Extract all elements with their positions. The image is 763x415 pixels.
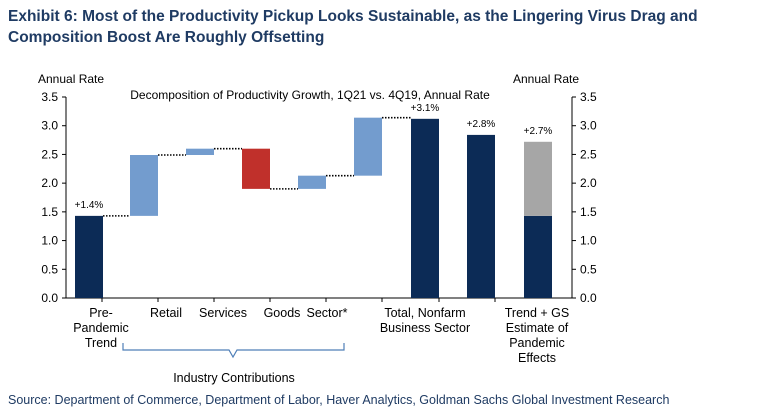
y-axis-label-right: Annual Rate bbox=[513, 72, 579, 86]
y-tick-label-right: 3.5 bbox=[580, 90, 597, 104]
bar-total-nonfarm-business-sector-2- bbox=[467, 134, 495, 298]
category-label: Pre-Pandemic Trend bbox=[73, 306, 129, 350]
category-label: Trend + GS Estimate of Pandemic Effects bbox=[505, 306, 570, 365]
data-label: +2.7% bbox=[524, 126, 553, 137]
y-tick-label-right: 1.0 bbox=[580, 234, 597, 248]
bar-services-contribution bbox=[186, 148, 214, 156]
y-tick-label-left: 3.5 bbox=[41, 90, 58, 104]
category-label: Goods bbox=[264, 306, 301, 320]
y-tick-label-right: 0.5 bbox=[580, 262, 597, 276]
category-label: Retail bbox=[150, 306, 182, 320]
y-tick-label-left: 3.0 bbox=[41, 119, 58, 133]
category-label: Total, Nonfarm Business Sector bbox=[380, 306, 470, 335]
bar-pre-pandemic-trend bbox=[75, 215, 103, 298]
category-label: Sector* bbox=[307, 306, 348, 320]
bar-trend-gs-estimate-trend- bbox=[524, 215, 552, 298]
y-tick-label-right: 2.0 bbox=[580, 176, 597, 190]
data-label: +1.4% bbox=[75, 200, 104, 211]
bar-goods-contribution bbox=[298, 175, 326, 189]
y-tick-label-right: 2.5 bbox=[580, 147, 597, 161]
y-axis-label-left: Annual Rate bbox=[38, 72, 104, 86]
source-note: Source: Department of Commerce, Departme… bbox=[8, 393, 670, 407]
data-label: +2.8% bbox=[467, 119, 496, 130]
bar-trend-gs-estimate-pandemic- bbox=[524, 141, 552, 216]
y-tick-label-left: 2.5 bbox=[41, 147, 58, 161]
category-label: Services bbox=[199, 306, 247, 320]
y-tick-label-left: 0.5 bbox=[41, 262, 58, 276]
exhibit-title: Exhibit 6: Most of the Productivity Pick… bbox=[8, 8, 698, 46]
group-brace bbox=[122, 343, 345, 359]
bar-services-drag bbox=[242, 148, 270, 189]
group-label: Industry Contributions bbox=[173, 371, 295, 385]
y-tick-label-left: 1.5 bbox=[41, 205, 58, 219]
y-tick-label-right: 0.0 bbox=[580, 291, 597, 305]
bar-retail-contribution bbox=[130, 155, 158, 216]
y-tick-label-left: 0.0 bbox=[41, 291, 58, 305]
bar-total-nonfarm-business-sector bbox=[411, 118, 439, 298]
y-tick-label-left: 1.0 bbox=[41, 234, 58, 248]
data-label: +3.1% bbox=[411, 103, 440, 114]
chart-title: Decomposition of Productivity Growth, 1Q… bbox=[130, 88, 490, 102]
bar-sector-contribution bbox=[354, 117, 382, 176]
y-tick-label-right: 1.5 bbox=[580, 205, 597, 219]
y-tick-label-right: 3.0 bbox=[580, 119, 597, 133]
y-tick-label-left: 2.0 bbox=[41, 176, 58, 190]
